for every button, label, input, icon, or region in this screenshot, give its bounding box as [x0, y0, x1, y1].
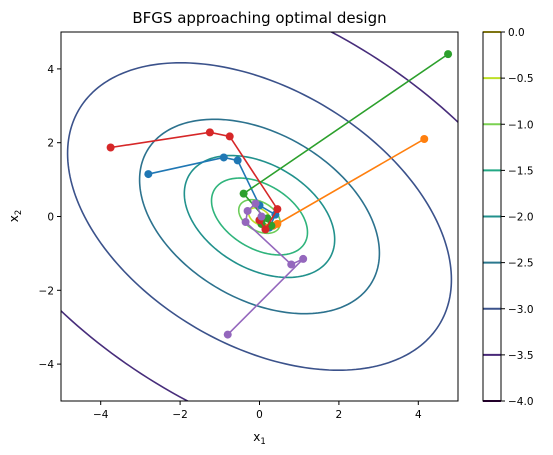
bfgs-path-point	[226, 132, 234, 140]
colorbar-tick-label: −1.5	[508, 165, 534, 177]
bfgs-path-point	[144, 170, 152, 178]
colorbar-tick-label: −4.0	[508, 396, 534, 408]
bfgs-path-point	[206, 128, 214, 136]
colorbar-tick-label: −2.0	[508, 212, 534, 224]
x-axis-ticks: −4 −2 0 2 4	[93, 401, 422, 421]
colorbar-tick-label: −2.5	[508, 258, 534, 270]
bfgs-path-point	[242, 218, 250, 226]
x-tick-label: 2	[336, 409, 343, 421]
bfgs-path-point	[220, 153, 228, 161]
bfgs-path-point	[287, 260, 295, 268]
y-axis-ticks: −4 −2 0 2 4	[39, 64, 61, 371]
colorbar-tick-label: −3.0	[508, 304, 534, 316]
x-tick-label: −2	[172, 409, 187, 421]
bfgs-path-point	[273, 205, 281, 213]
bfgs-path-point	[107, 143, 115, 151]
y-axis-label: x2	[7, 210, 24, 223]
colorbar-tick-label: −0.5	[508, 73, 534, 85]
colorbar: 0.0 −0.5 −1.0 −1.5 −2.0 −2.5 −3.0 −3.5 −4.0	[483, 27, 534, 408]
y-tick-label: 0	[47, 212, 54, 224]
y-tick-label: 4	[47, 64, 54, 76]
colorbar-tick-label: 0.0	[508, 27, 525, 39]
bfgs-path-point	[257, 213, 265, 221]
y-tick-label: −2	[39, 285, 54, 297]
bfgs-path-point	[444, 50, 452, 58]
bfgs-path-line	[244, 54, 448, 226]
colorbar-ticks: 0.0 −0.5 −1.0 −1.5 −2.0 −2.5 −3.0 −3.5 −4.0	[501, 27, 534, 408]
bfgs-path-line	[111, 132, 278, 229]
bfgs-path-point	[420, 135, 428, 143]
bfgs-path-point	[234, 156, 242, 164]
colorbar-tick-label: −3.5	[508, 350, 534, 362]
colorbar-tick-label: −1.0	[508, 119, 534, 131]
bfgs-paths	[107, 50, 452, 338]
bfgs-path-point	[244, 207, 252, 215]
chart-title: BFGS approaching optimal design	[132, 9, 386, 27]
y-tick-label: 2	[47, 138, 54, 150]
colorbar-level-lines	[483, 32, 501, 401]
x-tick-label: 0	[256, 409, 263, 421]
x-tick-label: −4	[93, 409, 109, 421]
bfgs-path-point	[261, 225, 269, 233]
x-axis-label: x1	[253, 430, 266, 447]
y-tick-label: −4	[39, 359, 55, 371]
x-tick-label: 4	[415, 409, 422, 421]
bfgs-path-point	[252, 200, 260, 208]
bfgs-path-line	[260, 139, 425, 228]
bfgs-path-point	[240, 190, 248, 198]
bfgs-path-point	[224, 331, 232, 339]
bfgs-path-line	[148, 157, 275, 227]
bfgs-path-point	[299, 255, 307, 263]
